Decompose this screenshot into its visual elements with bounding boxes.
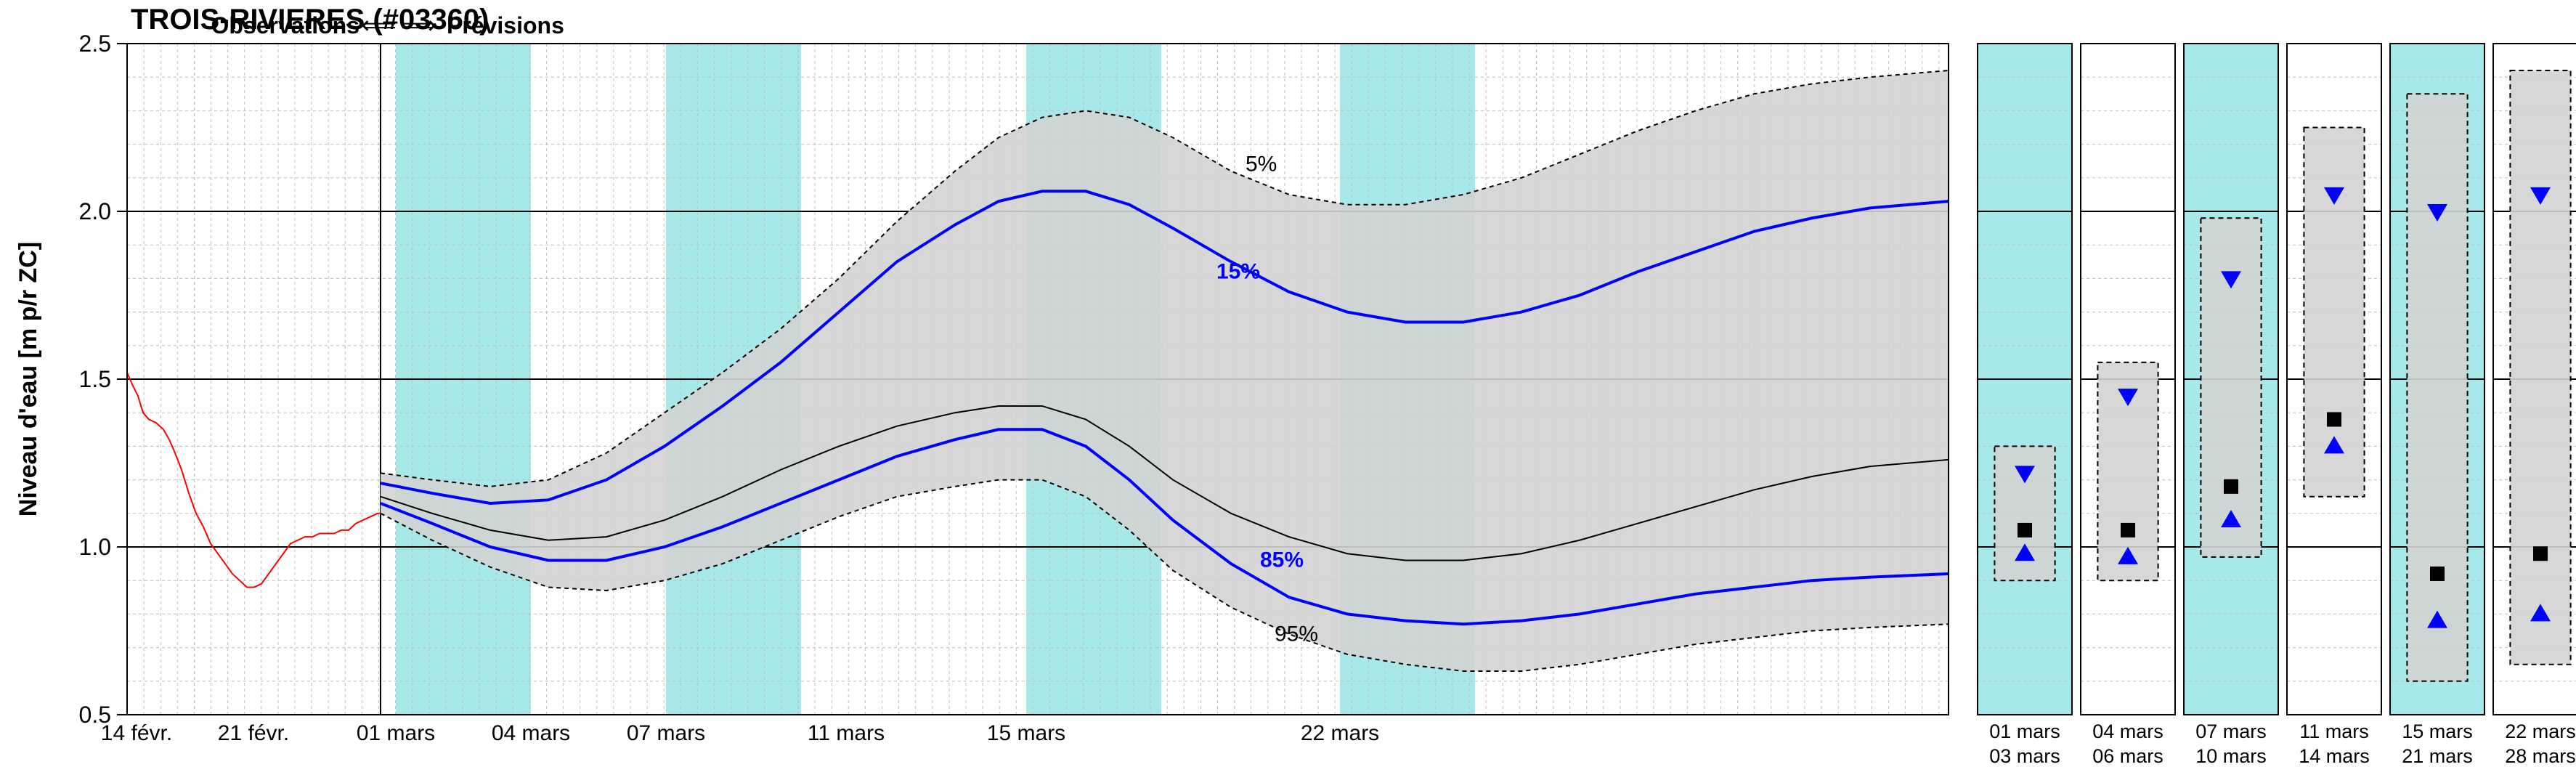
median-marker-icon: [2018, 523, 2032, 537]
mini-bot-label: 06 mars: [2092, 745, 2163, 767]
median-marker-icon: [2327, 412, 2341, 426]
pct-label: 95%: [1275, 622, 1318, 646]
x-tick-label: 15 mars: [987, 721, 1065, 745]
mini-bot-label: 03 mars: [1989, 745, 2060, 767]
chart-svg: 15% 85% 5% 95% 14 févr. 21 févr. 01 mars 04 mar…: [0, 0, 2576, 771]
main-panel: 15% 85% 5% 95% 14 févr. 21 févr. 01 mars 04 mar…: [101, 12, 1949, 745]
median-marker-icon: [2430, 567, 2445, 581]
y-tick-label: 1.5: [79, 366, 111, 392]
mini-top-label: 01 mars: [1989, 721, 2060, 742]
mini-band: [2407, 94, 2467, 681]
pct-label: 5%: [1246, 153, 1277, 176]
median-marker-icon: [2121, 523, 2135, 537]
mini-bot-label: 14 mars: [2299, 745, 2370, 767]
x-tick-label: 01 mars: [357, 721, 435, 745]
x-tick-label: 04 mars: [492, 721, 570, 745]
mini-bot-label: 10 mars: [2195, 745, 2267, 767]
mini-top-label: 07 mars: [2195, 721, 2267, 742]
mini-band: [2510, 70, 2570, 665]
p15-label: 15%: [1216, 259, 1260, 283]
chart-title: TROIS-RIVIERES (#03360): [131, 4, 489, 36]
mini-top-label: 04 mars: [2092, 721, 2163, 742]
x-tick-label: 11 mars: [808, 721, 885, 745]
mini-panel: 04 mars 06 mars: [2081, 44, 2175, 767]
y-tick-label: 2.5: [79, 31, 111, 57]
mini-panel: 01 mars 03 mars: [1978, 44, 2072, 767]
x-tick-label: 07 mars: [627, 721, 705, 745]
mini-top-label: 22 mars: [2505, 721, 2576, 742]
x-tick-label: 21 févr.: [218, 721, 289, 745]
mini-panel: 15 mars 21 mars: [2390, 44, 2484, 767]
mini-band: [2201, 218, 2261, 557]
median-marker-icon: [2533, 546, 2548, 561]
p85-label: 85%: [1260, 548, 1304, 572]
y-axis-label: Niveau d'eau [m p/r ZC]: [15, 242, 42, 516]
x-tick-label: 22 mars: [1301, 721, 1379, 745]
mini-top-label: 15 mars: [2402, 721, 2473, 742]
mini-panel: 07 mars 10 mars: [2184, 44, 2278, 767]
x-tick-label: 14 févr.: [101, 721, 172, 745]
y-tick-label: 1.0: [79, 534, 111, 560]
mini-panel: 11 mars 14 mars: [2287, 44, 2381, 767]
mini-bot-label: 21 mars: [2402, 745, 2473, 767]
mini-panel: 22 mars 28 mars: [2493, 44, 2576, 767]
y-tick-label: 0.5: [79, 702, 111, 728]
mini-bot-label: 28 mars: [2505, 745, 2576, 767]
median-marker-icon: [2224, 479, 2238, 494]
mini-top-label: 11 mars: [2299, 721, 2369, 742]
y-tick-label: 2.0: [79, 198, 111, 224]
uncertainty-band: [381, 70, 1949, 671]
